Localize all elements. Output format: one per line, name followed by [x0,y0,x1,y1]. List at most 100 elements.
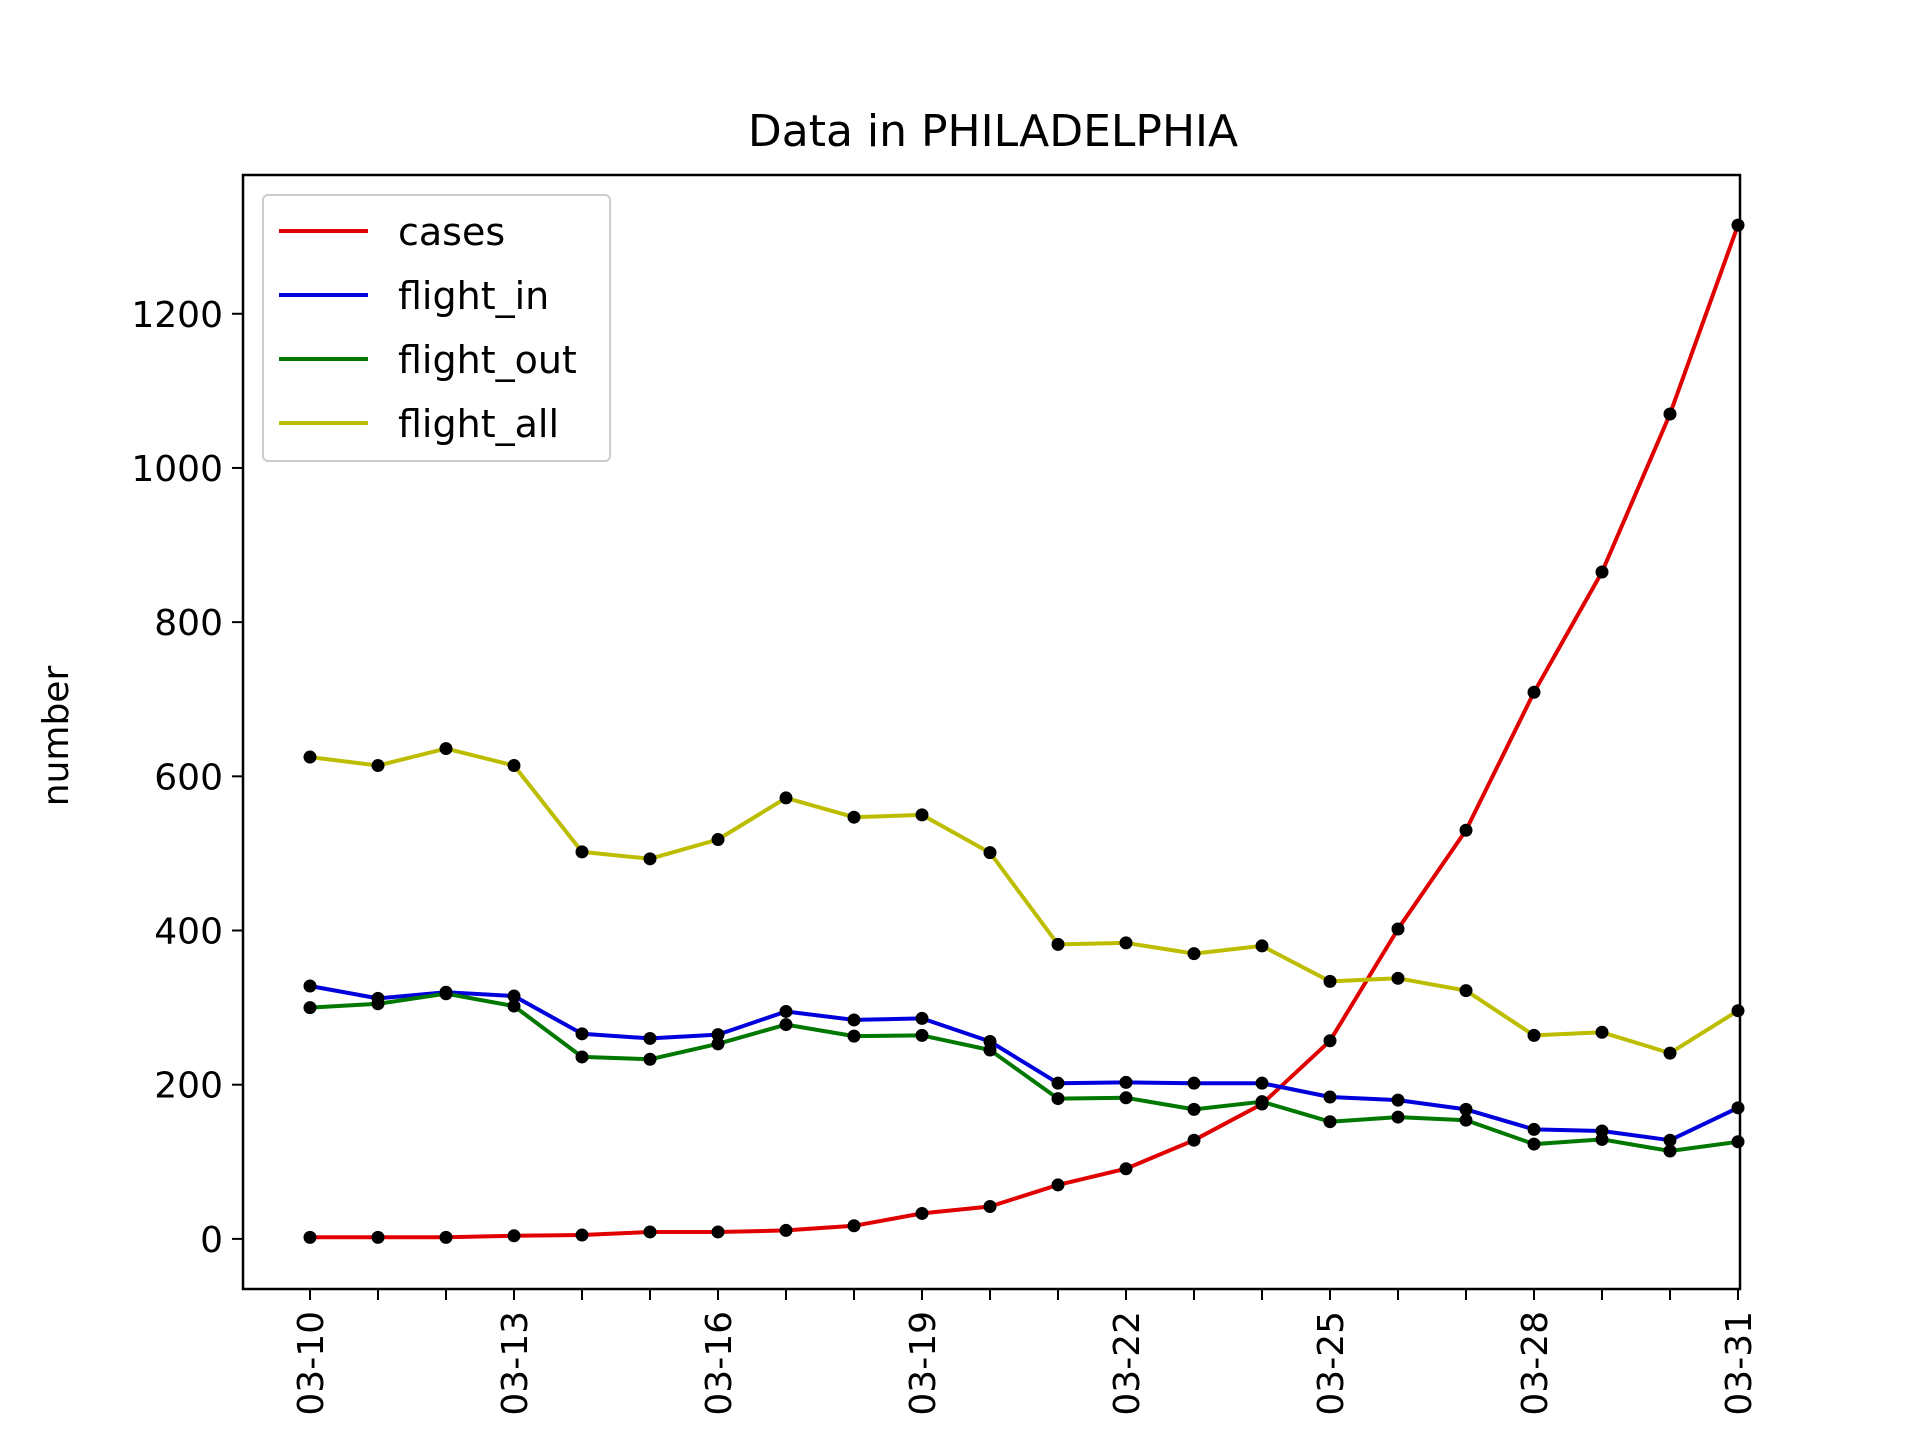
data-point-flight_out [780,1018,793,1031]
data-point-flight_out [1052,1092,1065,1105]
data-point-flight_all [1188,947,1201,960]
data-point-cases [508,1229,521,1242]
data-point-flight_in [1256,1077,1269,1090]
y-axis-label: number [36,666,77,807]
y-tick-label: 0 [200,1220,223,1261]
data-point-flight_in [1528,1123,1541,1136]
data-point-cases [848,1219,861,1232]
data-point-cases [984,1200,997,1213]
data-point-cases [440,1231,453,1244]
data-point-flight_out [916,1029,929,1042]
data-point-cases [576,1229,589,1242]
data-point-flight_all [1460,984,1473,997]
data-point-flight_all [780,791,793,804]
data-point-cases [1392,922,1405,935]
legend-label-flight_all: flight_all [398,402,559,446]
data-point-flight_in [1120,1076,1133,1089]
data-point-flight_out [644,1053,657,1066]
data-point-flight_out [1664,1145,1677,1158]
y-tick-label: 400 [154,912,223,953]
data-point-cases [1052,1178,1065,1191]
data-point-flight_in [1324,1091,1337,1104]
x-tick-label: 03-16 [699,1311,740,1416]
legend: cases flight_in flight_out flight_all [263,195,610,461]
data-point-flight_all [304,751,317,764]
data-point-cases [1460,824,1473,837]
x-tick-label: 03-22 [1107,1311,1148,1416]
data-point-flight_out [440,987,453,1000]
y-tick-label: 1000 [131,449,223,490]
data-point-flight_out [984,1044,997,1057]
x-tick-label: 03-10 [291,1311,332,1416]
data-point-flight_out [1188,1103,1201,1116]
legend-label-flight_out: flight_out [398,338,577,382]
data-point-flight_all [1324,975,1337,988]
data-point-flight_out [1528,1138,1541,1151]
x-tick-label: 03-25 [1311,1311,1352,1416]
y-tick-label: 1200 [131,295,223,336]
data-point-flight_all [712,833,725,846]
data-point-flight_all [576,845,589,858]
data-point-flight_all [1528,1029,1541,1042]
data-point-flight_all [984,846,997,859]
data-point-flight_all [1392,972,1405,985]
data-point-cases [712,1225,725,1238]
data-point-flight_all [1256,939,1269,952]
data-point-flight_in [780,1005,793,1018]
data-point-cases [1664,407,1677,420]
data-point-cases [1188,1134,1201,1147]
data-point-flight_out [712,1037,725,1050]
data-point-flight_out [508,1000,521,1013]
data-point-flight_all [372,759,385,772]
data-point-flight_out [1732,1135,1745,1148]
x-tick-label: 03-13 [495,1311,536,1416]
data-point-flight_in [848,1013,861,1026]
y-tick-label: 600 [154,757,223,798]
data-point-flight_all [644,852,657,865]
data-point-flight_out [372,997,385,1010]
data-point-flight_all [848,811,861,824]
data-point-flight_in [1188,1077,1201,1090]
data-point-flight_out [1256,1095,1269,1108]
legend-label-cases: cases [398,210,505,254]
data-point-flight_all [440,742,453,755]
data-point-flight_out [1460,1114,1473,1127]
data-point-cases [780,1224,793,1237]
data-point-flight_in [916,1012,929,1025]
data-point-flight_in [576,1027,589,1040]
data-point-cases [1596,566,1609,579]
data-point-flight_all [508,759,521,772]
data-point-flight_out [1324,1115,1337,1128]
data-point-cases [1324,1034,1337,1047]
data-point-cases [1528,686,1541,699]
data-point-flight_all [1732,1004,1745,1017]
data-point-flight_in [1052,1077,1065,1090]
data-point-flight_all [1052,938,1065,951]
y-tick-label: 800 [154,603,223,644]
x-tick-label: 03-19 [903,1311,944,1416]
data-point-flight_out [1392,1111,1405,1124]
data-point-flight_in [644,1032,657,1045]
data-point-flight_in [1392,1094,1405,1107]
data-point-cases [304,1231,317,1244]
data-point-flight_out [1120,1091,1133,1104]
y-tick-label: 200 [154,1066,223,1107]
data-point-flight_out [304,1001,317,1014]
data-point-cases [1120,1162,1133,1175]
data-point-flight_all [916,808,929,821]
data-point-flight_all [1596,1026,1609,1039]
legend-label-flight_in: flight_in [398,274,549,318]
x-tick-label: 03-31 [1719,1311,1760,1416]
data-point-flight_out [1596,1133,1609,1146]
x-tick-label: 03-28 [1515,1311,1556,1416]
data-point-cases [644,1225,657,1238]
data-point-flight_in [304,980,317,993]
data-point-cases [1732,219,1745,232]
data-point-flight_out [848,1030,861,1043]
data-point-cases [372,1231,385,1244]
data-point-cases [916,1207,929,1220]
data-point-flight_all [1120,936,1133,949]
chart-title: Data in PHILADELPHIA [748,106,1238,157]
data-point-flight_all [1664,1047,1677,1060]
